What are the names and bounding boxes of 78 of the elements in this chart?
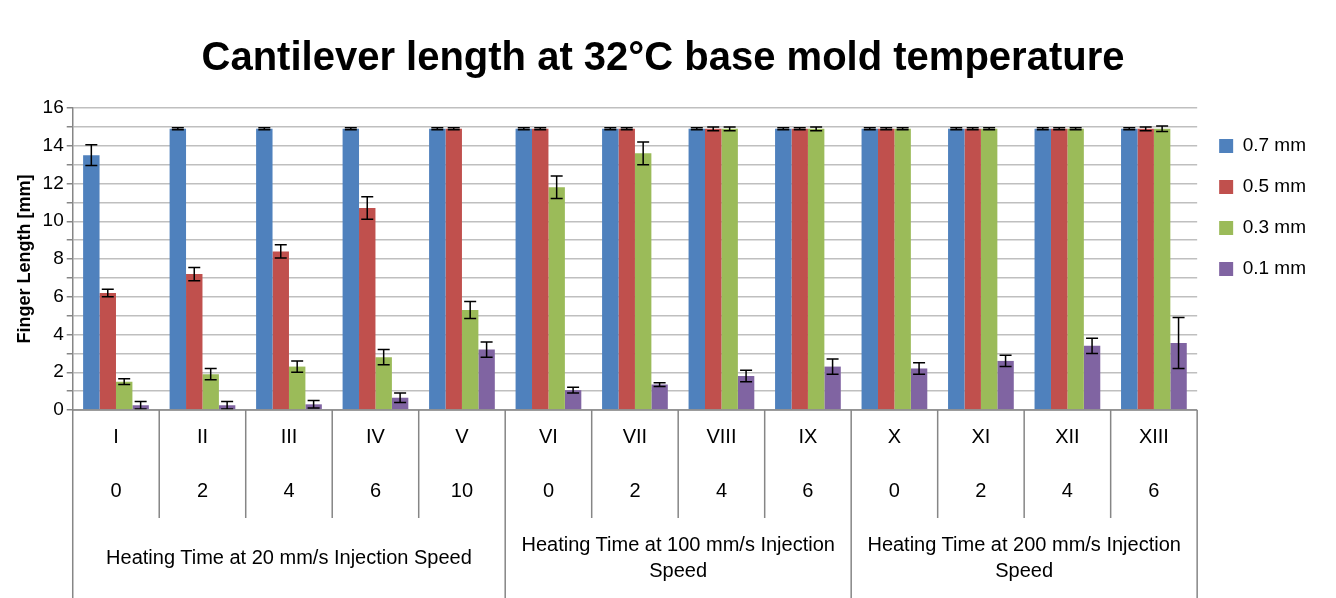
legend-label: 0.7 mm xyxy=(1242,134,1307,156)
bar xyxy=(651,384,668,410)
text: Heating Time at 100 mm/s Injection Speed xyxy=(521,532,835,581)
bar xyxy=(515,128,533,410)
bar xyxy=(202,374,219,410)
y-tick-label: 0 xyxy=(53,398,64,420)
bar xyxy=(429,128,446,410)
category-label: III 4 xyxy=(280,424,298,501)
y-tick-label: 10 xyxy=(42,209,64,231)
category-label: I 0 xyxy=(110,424,122,501)
bar xyxy=(1050,128,1068,410)
category-label: X 0 xyxy=(887,424,902,501)
legend-label: 0.1 mm xyxy=(1242,257,1307,279)
bar xyxy=(169,128,187,410)
bar xyxy=(1170,342,1187,410)
bar xyxy=(359,208,376,410)
bar xyxy=(1034,128,1051,410)
bar xyxy=(861,128,878,410)
bar xyxy=(791,128,808,410)
category-label: IV 6 xyxy=(366,424,385,501)
bar xyxy=(1083,345,1101,410)
y-tick-label: 6 xyxy=(53,284,64,306)
bar xyxy=(997,360,1014,410)
bar xyxy=(375,357,392,410)
category-label: V 10 xyxy=(450,424,474,501)
bar xyxy=(288,366,306,410)
bar xyxy=(688,128,705,410)
text: Heating Time at 20 mm/s Injection Speed xyxy=(106,545,472,568)
bar xyxy=(115,381,133,410)
category-label: II 2 xyxy=(196,424,209,501)
category-label: VI 0 xyxy=(539,424,558,501)
chart-title: Cantilever length at 32°C base mold temperature xyxy=(201,34,1125,79)
bar xyxy=(1153,128,1171,410)
y-tick-label: 16 xyxy=(42,96,64,118)
category-label: VII 2 xyxy=(622,424,648,501)
legend-label: 0.5 mm xyxy=(1242,175,1307,197)
bar xyxy=(877,128,895,410)
y-tick-label: 8 xyxy=(53,247,64,269)
bar xyxy=(602,128,619,410)
bar xyxy=(548,187,565,410)
bar xyxy=(618,128,635,410)
bar xyxy=(824,366,841,410)
category-label: XII 4 xyxy=(1055,424,1080,501)
bar xyxy=(83,155,100,410)
bar xyxy=(1137,128,1154,410)
bar xyxy=(1067,128,1084,410)
bar xyxy=(445,128,462,410)
bar xyxy=(980,128,998,410)
y-tick-label: 2 xyxy=(53,360,64,382)
y-tick-label: 12 xyxy=(42,171,64,193)
bar xyxy=(721,128,738,410)
bar xyxy=(186,274,203,410)
category-label: VIII 4 xyxy=(706,424,737,501)
bar xyxy=(272,251,289,410)
category-label: XI 2 xyxy=(971,424,991,501)
bar xyxy=(807,128,825,410)
bar xyxy=(461,309,479,410)
bar xyxy=(342,128,360,410)
bar xyxy=(634,153,652,410)
y-tick-label: 14 xyxy=(42,133,65,155)
bar xyxy=(948,128,965,410)
category-label: IX 6 xyxy=(798,424,818,501)
bar xyxy=(532,128,549,410)
y-axis-title: Finger Length [mm] xyxy=(13,174,34,344)
y-tick-label: 4 xyxy=(53,322,65,344)
bar xyxy=(705,128,722,410)
bar xyxy=(737,376,755,410)
bar xyxy=(775,128,792,410)
bar xyxy=(1121,128,1138,410)
bar xyxy=(910,368,928,410)
bar xyxy=(964,128,981,410)
bar xyxy=(99,292,116,410)
bar xyxy=(256,128,273,410)
legend-label: 0.3 mm xyxy=(1242,216,1307,238)
bar xyxy=(478,349,495,410)
text: Heating Time at 200 mm/s Injection Speed xyxy=(867,532,1181,581)
bar xyxy=(894,128,911,410)
category-label: XIII 6 xyxy=(1138,424,1169,501)
